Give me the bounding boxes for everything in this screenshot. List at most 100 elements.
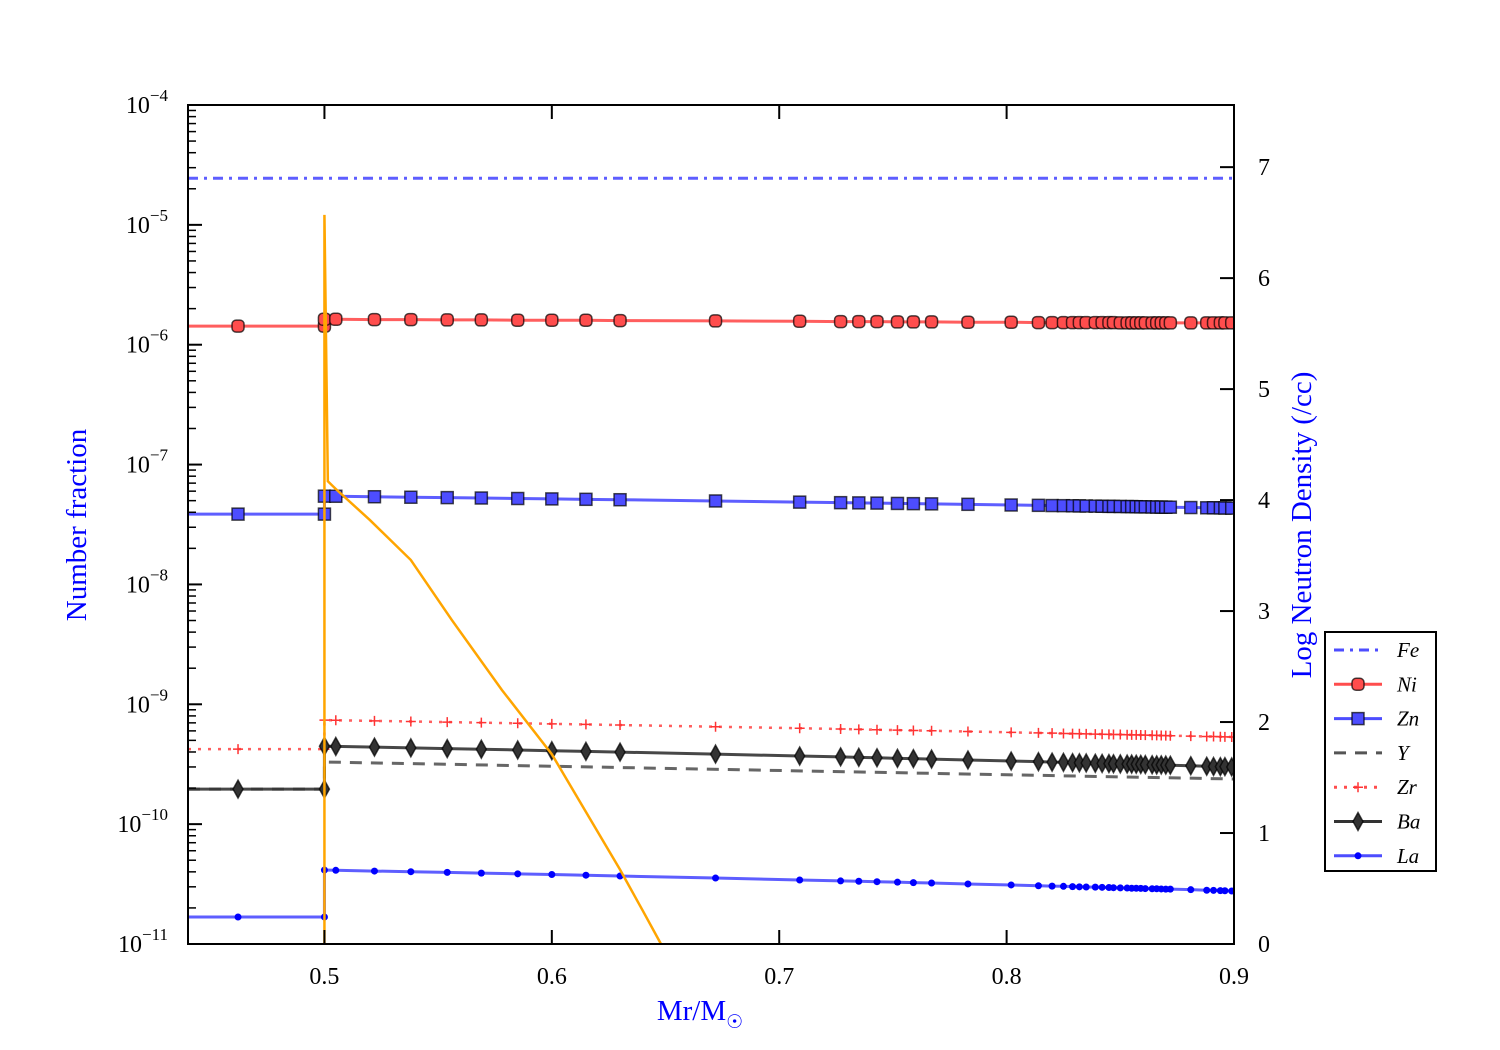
data-point	[1031, 498, 1046, 513]
y2-tick-label: 5	[1258, 377, 1270, 403]
data-point	[892, 725, 903, 736]
data-point	[873, 878, 881, 886]
data-point	[329, 312, 343, 327]
legend-marker-Zr	[1353, 782, 1363, 793]
data-point	[1116, 884, 1124, 892]
data-point	[909, 879, 917, 887]
data-point	[1163, 500, 1178, 514]
data-point	[1098, 883, 1106, 891]
data-point	[870, 496, 884, 510]
legend-marker-Ni	[1351, 677, 1365, 692]
data-point	[441, 738, 454, 760]
data-point	[793, 745, 806, 767]
data-point	[367, 489, 382, 504]
data-point	[1059, 882, 1067, 890]
data-point	[545, 492, 559, 506]
data-point	[1069, 883, 1077, 891]
series-Ba	[188, 735, 1234, 800]
data-point	[1034, 882, 1042, 890]
y-tick-label: 10−4	[126, 86, 169, 119]
data-point	[1221, 887, 1229, 895]
data-point	[475, 738, 488, 760]
data-point	[367, 312, 382, 327]
data-point	[1203, 886, 1211, 894]
data-point	[834, 746, 847, 768]
y-tick-label: 10−6	[126, 326, 168, 359]
data-point	[852, 746, 865, 768]
data-point	[233, 744, 244, 755]
data-point	[1046, 751, 1058, 773]
data-point	[1184, 316, 1198, 330]
data-point	[404, 737, 417, 759]
plot-frame	[187, 104, 1235, 945]
data-point	[440, 313, 454, 327]
data-point	[476, 717, 487, 728]
y-tick-base: 10	[126, 213, 150, 239]
y-tick-label: 10−5	[126, 206, 168, 239]
data-point	[330, 715, 341, 726]
data-point	[407, 868, 415, 876]
x-tick-label: 0.8	[992, 964, 1022, 990]
data-point	[474, 313, 489, 327]
data-point	[1006, 727, 1017, 738]
data-point	[548, 871, 556, 879]
y-tick-label: 10−7	[126, 446, 169, 479]
series-line-Zr	[188, 718, 1234, 751]
data-point	[924, 497, 939, 511]
legend-label-Fe: Fe	[1396, 638, 1419, 662]
legend: Fe Ni Zn Y Zr Ba La	[1324, 631, 1437, 872]
data-point	[710, 721, 721, 732]
y2-tick-label: 4	[1258, 488, 1270, 514]
data-point	[1184, 500, 1198, 515]
data-point	[924, 315, 939, 329]
data-point	[1163, 316, 1178, 330]
data-point	[579, 492, 593, 507]
data-point	[893, 878, 901, 886]
data-point	[1082, 883, 1090, 891]
data-point	[853, 724, 864, 735]
data-point	[962, 749, 974, 771]
y2-tick-label: 0	[1258, 932, 1270, 958]
data-point	[1075, 883, 1083, 891]
data-point	[1164, 754, 1177, 776]
y-tick-base: 10	[117, 812, 141, 838]
data-point	[928, 879, 936, 887]
series-line-La	[188, 868, 1234, 919]
data-point	[891, 747, 904, 769]
y-tick-label: 10−8	[126, 565, 168, 598]
sun-symbol: ☉	[726, 1012, 743, 1033]
data-point	[712, 874, 720, 882]
y-tick-exp: −11	[142, 925, 168, 944]
y-tick-exp: −9	[150, 685, 168, 704]
data-point	[404, 490, 418, 504]
data-point	[925, 748, 938, 770]
data-point	[1184, 755, 1197, 777]
data-point	[1007, 881, 1015, 889]
y-tick-base: 10	[126, 572, 150, 598]
legend-label-Zr: Zr	[1397, 775, 1418, 799]
data-point	[962, 726, 973, 737]
data-point	[1224, 316, 1234, 330]
data-point	[1057, 751, 1070, 773]
data-point	[1187, 886, 1195, 894]
y2-tick-label: 6	[1258, 266, 1270, 292]
data-point	[852, 496, 866, 510]
data-point	[964, 880, 972, 888]
data-point	[546, 718, 557, 729]
data-point	[1047, 728, 1058, 739]
data-point	[442, 717, 453, 728]
x-tick-label: 0.6	[537, 964, 567, 990]
data-point	[1091, 883, 1099, 891]
data-point	[231, 319, 245, 333]
legend-marker-Ba	[1352, 810, 1364, 833]
data-point	[510, 491, 525, 506]
y-tick-base: 10	[118, 932, 142, 958]
series-Ni	[188, 312, 1234, 333]
data-point	[510, 313, 525, 327]
data-point	[231, 507, 245, 521]
data-point	[477, 869, 485, 877]
data-point	[329, 735, 342, 757]
data-point	[405, 716, 416, 727]
data-point	[615, 720, 626, 731]
